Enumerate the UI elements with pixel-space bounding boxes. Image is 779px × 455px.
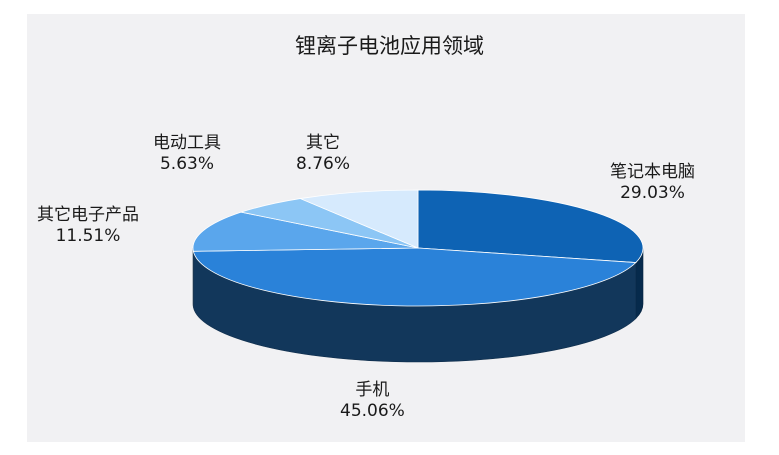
slice-percent: 45.06% (340, 401, 405, 421)
slice-name: 其它电子产品 (37, 205, 139, 225)
pie-slice-4 (298, 189, 419, 249)
slice-label-other-electronics: 其它电子产品 11.51% (37, 205, 139, 247)
slice-name: 手机 (355, 380, 390, 400)
slice-name: 电动工具 (153, 133, 221, 153)
slice-label-phone: 手机 45.06% (340, 380, 405, 422)
slice-percent: 11.51% (55, 226, 121, 246)
slice-label-power-tools: 电动工具 5.63% (153, 133, 221, 175)
chart-title: 锂离子电池应用领域 (295, 34, 484, 58)
slice-percent: 5.63% (159, 154, 214, 174)
slice-label-notebook: 笔记本电脑 29.03% (610, 162, 695, 204)
pie-slice-1 (192, 247, 637, 307)
slice-name: 其它 (306, 133, 340, 153)
slice-name: 笔记本电脑 (610, 162, 695, 182)
pie-slice-0 (417, 189, 644, 263)
slice-percent: 8.76% (296, 154, 351, 174)
slice-label-other: 其它 8.76% (296, 133, 350, 175)
pie-slice-2 (192, 211, 419, 252)
slice-percent: 29.03% (620, 183, 685, 203)
